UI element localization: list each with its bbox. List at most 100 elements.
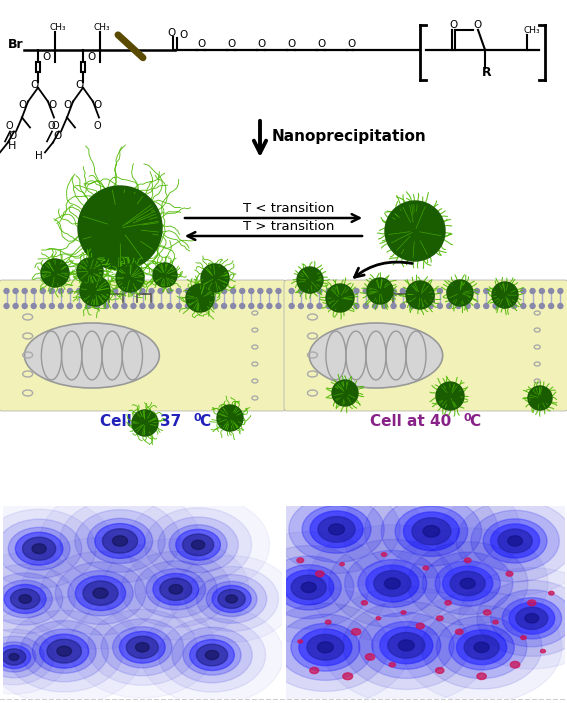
Ellipse shape bbox=[185, 304, 191, 309]
Circle shape bbox=[506, 572, 513, 576]
Circle shape bbox=[422, 552, 513, 615]
Circle shape bbox=[325, 620, 331, 624]
Ellipse shape bbox=[456, 304, 461, 309]
Circle shape bbox=[252, 470, 421, 588]
Circle shape bbox=[389, 662, 395, 667]
Ellipse shape bbox=[185, 288, 191, 293]
Circle shape bbox=[9, 654, 19, 660]
FancyBboxPatch shape bbox=[0, 280, 286, 411]
Circle shape bbox=[401, 611, 406, 614]
Circle shape bbox=[284, 570, 334, 605]
Circle shape bbox=[408, 542, 528, 625]
Circle shape bbox=[190, 640, 234, 671]
Circle shape bbox=[169, 524, 227, 565]
Ellipse shape bbox=[363, 288, 369, 293]
Text: O: O bbox=[287, 39, 295, 49]
Circle shape bbox=[278, 614, 373, 681]
Ellipse shape bbox=[400, 304, 405, 309]
FancyBboxPatch shape bbox=[284, 280, 567, 411]
Ellipse shape bbox=[409, 304, 414, 309]
Circle shape bbox=[423, 525, 440, 537]
Circle shape bbox=[498, 529, 532, 553]
Circle shape bbox=[464, 635, 499, 659]
Ellipse shape bbox=[447, 304, 452, 309]
Ellipse shape bbox=[131, 288, 136, 293]
Circle shape bbox=[15, 532, 63, 565]
Text: O: O bbox=[449, 20, 457, 30]
Circle shape bbox=[477, 580, 567, 657]
Ellipse shape bbox=[475, 304, 480, 309]
Ellipse shape bbox=[428, 288, 433, 293]
Circle shape bbox=[329, 539, 456, 628]
Circle shape bbox=[276, 565, 341, 610]
Ellipse shape bbox=[222, 288, 227, 293]
Ellipse shape bbox=[382, 288, 387, 293]
Ellipse shape bbox=[104, 304, 109, 309]
Text: O: O bbox=[42, 52, 50, 62]
Circle shape bbox=[437, 486, 567, 595]
Circle shape bbox=[361, 600, 367, 605]
Circle shape bbox=[509, 602, 555, 634]
Ellipse shape bbox=[4, 304, 9, 309]
Text: C: C bbox=[469, 414, 480, 429]
Circle shape bbox=[19, 595, 31, 603]
Ellipse shape bbox=[437, 304, 442, 309]
Circle shape bbox=[23, 537, 56, 560]
Ellipse shape bbox=[308, 288, 312, 293]
Ellipse shape bbox=[475, 288, 480, 293]
Text: CH₃: CH₃ bbox=[523, 26, 540, 35]
Circle shape bbox=[528, 386, 552, 410]
Ellipse shape bbox=[213, 304, 218, 309]
Text: 0: 0 bbox=[193, 413, 201, 423]
Circle shape bbox=[40, 634, 89, 668]
Circle shape bbox=[77, 258, 103, 284]
Circle shape bbox=[376, 617, 380, 620]
Text: O: O bbox=[93, 100, 101, 110]
Ellipse shape bbox=[58, 304, 64, 309]
Ellipse shape bbox=[86, 288, 91, 293]
Circle shape bbox=[321, 586, 491, 703]
Circle shape bbox=[490, 524, 540, 558]
Circle shape bbox=[0, 509, 96, 588]
Circle shape bbox=[75, 510, 165, 572]
Circle shape bbox=[528, 600, 536, 606]
Circle shape bbox=[365, 654, 375, 660]
Ellipse shape bbox=[336, 304, 340, 309]
Ellipse shape bbox=[363, 304, 369, 309]
Circle shape bbox=[160, 578, 192, 600]
Ellipse shape bbox=[104, 288, 109, 293]
Ellipse shape bbox=[122, 288, 127, 293]
Circle shape bbox=[416, 623, 424, 629]
Circle shape bbox=[136, 643, 149, 652]
Ellipse shape bbox=[240, 288, 245, 293]
Ellipse shape bbox=[484, 288, 489, 293]
Circle shape bbox=[298, 640, 303, 643]
Ellipse shape bbox=[149, 304, 154, 309]
Ellipse shape bbox=[419, 304, 424, 309]
Circle shape bbox=[0, 645, 31, 669]
Text: O: O bbox=[179, 30, 187, 40]
Circle shape bbox=[367, 278, 393, 304]
Ellipse shape bbox=[49, 304, 54, 309]
Circle shape bbox=[406, 281, 434, 309]
Circle shape bbox=[421, 605, 542, 689]
Circle shape bbox=[299, 629, 352, 666]
Circle shape bbox=[229, 531, 389, 643]
Circle shape bbox=[352, 628, 361, 635]
Ellipse shape bbox=[549, 288, 553, 293]
Circle shape bbox=[445, 600, 451, 605]
Circle shape bbox=[4, 584, 46, 614]
Circle shape bbox=[289, 496, 384, 562]
Circle shape bbox=[387, 528, 548, 639]
Circle shape bbox=[2, 649, 26, 665]
Text: T < transition: T < transition bbox=[243, 202, 334, 215]
Ellipse shape bbox=[530, 304, 535, 309]
Ellipse shape bbox=[336, 288, 340, 293]
Ellipse shape bbox=[309, 323, 443, 388]
Circle shape bbox=[459, 567, 567, 669]
Ellipse shape bbox=[176, 288, 181, 293]
Circle shape bbox=[103, 529, 138, 553]
Circle shape bbox=[206, 581, 257, 617]
Text: O: O bbox=[167, 28, 175, 38]
Circle shape bbox=[404, 512, 459, 550]
